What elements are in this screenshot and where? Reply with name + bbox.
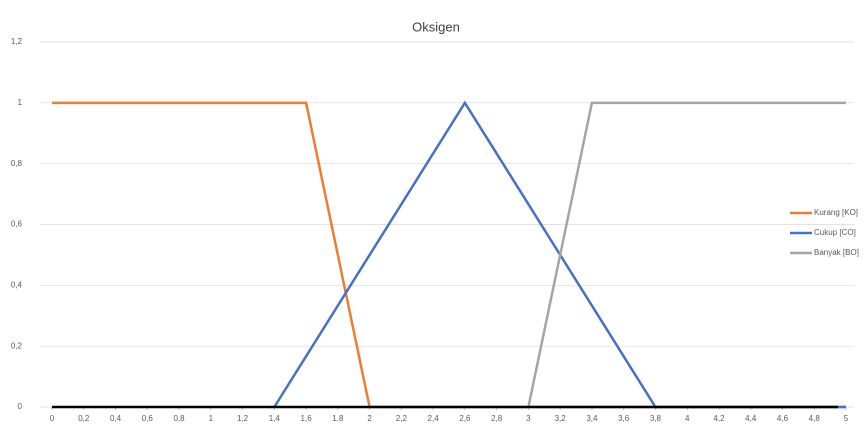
series-line — [527, 101, 846, 408]
x-tick-label: 1,8 — [332, 414, 344, 423]
y-tick-label: 0 — [18, 402, 23, 411]
legend-label: Banyak [BO] — [814, 248, 859, 257]
chart-title: Oksigen — [412, 19, 460, 34]
x-tick-label: 0 — [50, 414, 55, 423]
x-tick-label: 0,8 — [173, 414, 185, 423]
x-tick-label: 4,6 — [777, 414, 789, 423]
x-tick-label: 4,2 — [713, 414, 725, 423]
x-tick-label: 5 — [844, 414, 849, 423]
x-tick-label: 3,2 — [555, 414, 567, 423]
legend-label: Cukup [CO] — [814, 228, 856, 237]
x-tick-label: 2 — [367, 414, 372, 423]
y-tick-label: 0,4 — [11, 280, 23, 289]
x-tick-label: 4 — [685, 414, 690, 423]
x-tick-label: 1,6 — [301, 414, 313, 423]
x-tick-label: 2,2 — [396, 414, 408, 423]
x-tick-label: 0,4 — [110, 414, 122, 423]
series-line — [52, 101, 846, 409]
x-tick-label: 2,4 — [428, 414, 440, 423]
x-tick-label: 0,6 — [142, 414, 154, 423]
x-tick-label: 1,4 — [269, 414, 281, 423]
x-tick-label: 1,2 — [237, 414, 249, 423]
x-tick-label: 4,8 — [809, 414, 821, 423]
legend-label: Kurang [KO] — [814, 208, 858, 217]
y-tick-label: 1 — [18, 98, 23, 107]
x-tick-label: 4,4 — [745, 414, 757, 423]
x-tick-label: 3,8 — [650, 414, 662, 423]
x-tick-label: 3 — [526, 414, 531, 423]
x-tick-label: 3,4 — [586, 414, 598, 423]
x-tick-label: 2,6 — [459, 414, 471, 423]
y-tick-label: 0,8 — [11, 159, 23, 168]
y-tick-label: 0,6 — [11, 220, 23, 229]
y-tick-label: 1,2 — [11, 37, 23, 46]
x-tick-label: 2,8 — [491, 414, 503, 423]
x-tick-label: 1 — [209, 414, 214, 423]
x-tick-label: 3,6 — [618, 414, 630, 423]
x-tick-label: 0,2 — [78, 414, 90, 423]
y-tick-label: 0,2 — [11, 341, 23, 350]
